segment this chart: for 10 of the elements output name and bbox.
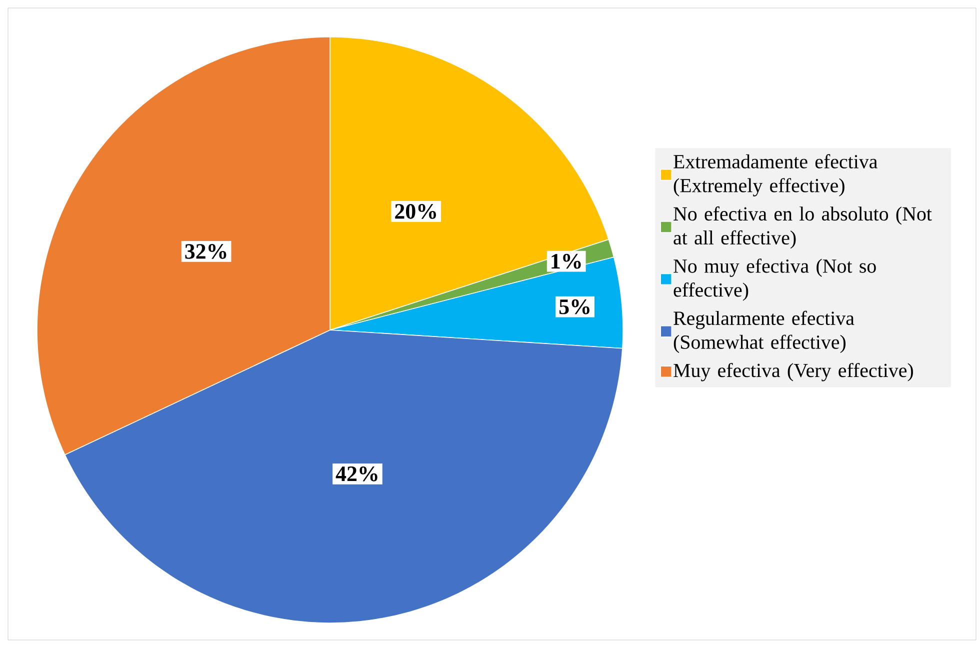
- data-label: 42%: [336, 466, 378, 482]
- legend-label: Regularmente efectiva (Somewhat effective): [674, 310, 854, 353]
- legend-label: No muy efectiva (Not so effective): [674, 258, 876, 301]
- legend-label: Muy efectiva (Very effective): [674, 362, 913, 382]
- data-label: 32%: [185, 244, 226, 259]
- data-label: 20%: [395, 204, 436, 219]
- legend-label: Extremadamente efectiva (Extremely effective): [674, 154, 878, 196]
- legend-label: No efectiva en lo absoluto (Not at all effective): [674, 206, 932, 249]
- data-label: 5%: [559, 299, 590, 314]
- data-label: 1%: [552, 254, 581, 269]
